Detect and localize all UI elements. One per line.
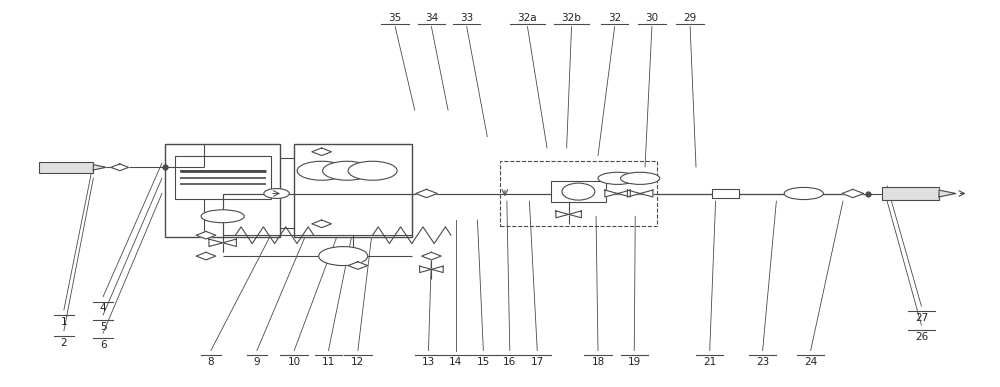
Bar	[712, 189, 739, 198]
Text: 24: 24	[804, 357, 817, 367]
Text: 26: 26	[915, 332, 928, 342]
Ellipse shape	[621, 172, 660, 184]
Ellipse shape	[201, 210, 244, 223]
Circle shape	[348, 161, 397, 180]
Polygon shape	[416, 189, 437, 198]
Text: 4: 4	[100, 303, 106, 313]
Text: 32a: 32a	[518, 13, 537, 23]
Text: 23: 23	[756, 357, 769, 367]
Text: 32b: 32b	[562, 13, 581, 23]
Text: 11: 11	[322, 357, 335, 367]
Text: 9: 9	[254, 357, 260, 367]
Text: 18: 18	[591, 357, 605, 367]
Polygon shape	[93, 165, 106, 170]
Bar	[882, 187, 939, 200]
Polygon shape	[111, 164, 129, 171]
Polygon shape	[420, 266, 431, 272]
Polygon shape	[209, 239, 223, 247]
Text: 33: 33	[460, 13, 473, 23]
Polygon shape	[605, 190, 618, 197]
Polygon shape	[431, 266, 443, 272]
Text: 5: 5	[100, 322, 106, 332]
Text: 29: 29	[683, 13, 697, 23]
Bar	[39, 162, 93, 173]
Text: 15: 15	[477, 357, 490, 367]
Polygon shape	[569, 211, 581, 218]
Text: 13: 13	[422, 357, 435, 367]
Ellipse shape	[562, 183, 595, 200]
Text: 2: 2	[61, 337, 67, 348]
Polygon shape	[640, 190, 653, 197]
Bar	[175, 156, 271, 199]
Text: 34: 34	[425, 13, 438, 23]
Text: 10: 10	[288, 357, 301, 367]
Text: 12: 12	[351, 357, 365, 367]
Circle shape	[319, 247, 368, 265]
Ellipse shape	[784, 187, 823, 200]
Circle shape	[297, 161, 346, 180]
Circle shape	[323, 161, 372, 180]
Polygon shape	[196, 231, 216, 239]
Text: 19: 19	[628, 357, 641, 367]
Text: 6: 6	[100, 340, 106, 350]
Polygon shape	[627, 190, 640, 197]
Circle shape	[264, 188, 289, 199]
Text: 27: 27	[915, 313, 928, 323]
Polygon shape	[312, 148, 331, 156]
Polygon shape	[348, 262, 368, 269]
Text: 8: 8	[208, 357, 214, 367]
Polygon shape	[312, 220, 331, 228]
Text: 35: 35	[389, 13, 402, 23]
Bar	[165, 144, 280, 237]
Polygon shape	[842, 189, 864, 198]
Text: 30: 30	[645, 13, 658, 23]
Bar	[294, 144, 412, 237]
Polygon shape	[196, 252, 216, 260]
Ellipse shape	[598, 172, 637, 184]
Text: 32: 32	[608, 13, 621, 23]
Bar	[500, 161, 657, 226]
Polygon shape	[556, 211, 569, 218]
Text: 16: 16	[503, 357, 516, 367]
Polygon shape	[422, 252, 441, 260]
Polygon shape	[618, 190, 630, 197]
Bar	[551, 181, 606, 202]
Text: 1: 1	[61, 317, 67, 327]
Text: 14: 14	[449, 357, 463, 367]
Polygon shape	[223, 239, 236, 247]
Text: 17: 17	[531, 357, 544, 367]
Text: 21: 21	[703, 357, 716, 367]
Polygon shape	[939, 190, 956, 197]
